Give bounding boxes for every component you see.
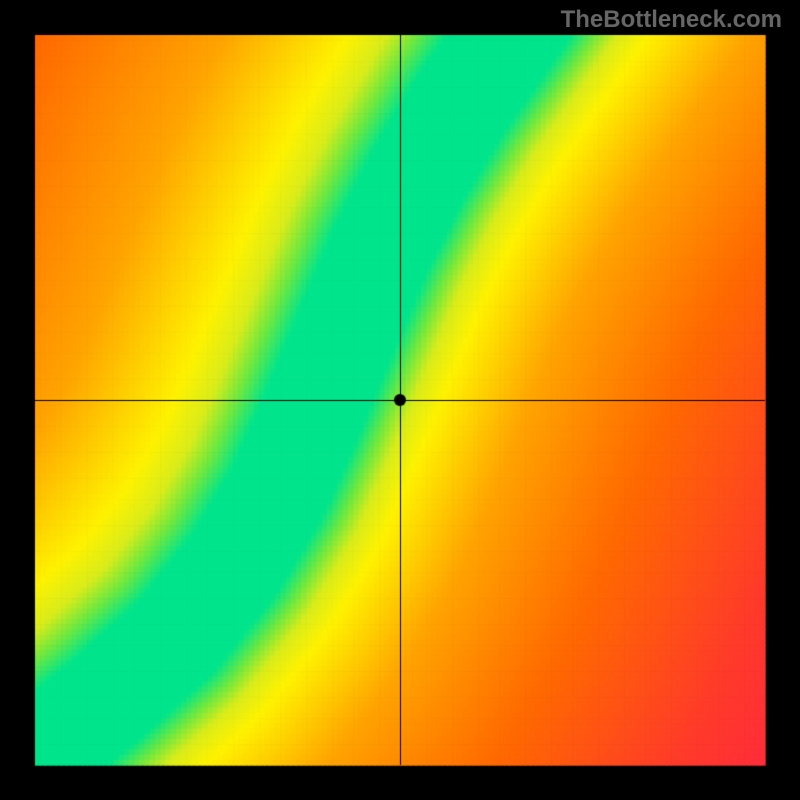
watermark-text: TheBottleneck.com	[561, 6, 782, 34]
chart-container: TheBottleneck.com	[0, 0, 800, 800]
bottleneck-heatmap	[0, 0, 800, 800]
